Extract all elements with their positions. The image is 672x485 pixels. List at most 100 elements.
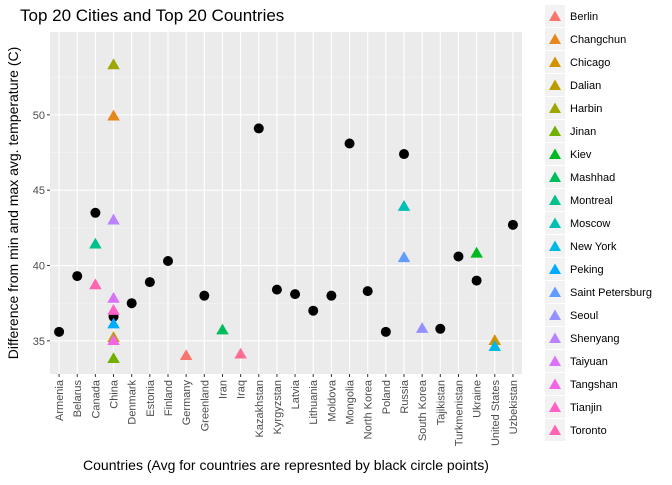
legend-marker (549, 424, 561, 435)
country-average-point (144, 277, 155, 288)
x-axis-label: Countries (Avg for countries are represn… (83, 457, 489, 473)
x-tick-label: Ukraine (472, 380, 484, 418)
x-axis: Armenia Belarus Canada China Denmark Estonia F… (54, 374, 520, 446)
legend-label: Toronto (570, 425, 607, 437)
legend-label: Mashhad (570, 172, 615, 184)
city-point (488, 340, 502, 351)
city-point (470, 246, 483, 258)
country-average-point (344, 138, 355, 149)
city-point (107, 291, 120, 303)
legend-marker (549, 79, 561, 90)
x-tick-label: Greenland (199, 380, 211, 431)
x-tick-label: Uzbekistan (508, 380, 520, 434)
y-axis-label: Difference from min and max avg. tempera… (5, 47, 21, 360)
city-point (488, 334, 502, 345)
legend-marker (549, 286, 561, 297)
x-tick-label: China (109, 379, 121, 409)
x-tick-label: Iraq (236, 380, 248, 399)
x-tick-label: South Korea (417, 379, 429, 441)
legend-marker (549, 401, 561, 412)
x-tick-label: Armenia (54, 379, 66, 421)
x-tick-label: Kyrgyzstan (272, 380, 284, 434)
data-points (54, 58, 518, 364)
legend-label: Seoul (570, 310, 598, 322)
country-average-point (90, 207, 101, 218)
legend-label: Dalian (570, 80, 601, 92)
country-average-point (308, 305, 319, 316)
legend-marker (549, 240, 561, 251)
x-tick-label: Mongolia (345, 379, 357, 425)
country-average-point (72, 271, 83, 282)
y-tick-label: 50 (33, 110, 45, 122)
legend-marker (549, 148, 561, 159)
x-tick-label: North Korea (363, 379, 375, 439)
legend-label: Taiyuan (570, 356, 608, 368)
country-average-point (271, 284, 282, 295)
x-tick-label: Tajikistan (435, 380, 447, 425)
legend-label: Jinan (570, 126, 596, 138)
x-tick-label: Lithuania (308, 379, 320, 425)
legend-marker (549, 171, 561, 182)
country-average-point (435, 323, 446, 334)
legend-label: Saint Petersburg (570, 287, 652, 299)
chart-title: Top 20 Cities and Top 20 Countries (20, 6, 284, 25)
city-point (234, 347, 247, 359)
legend-label: Peking (570, 264, 604, 276)
x-tick-label: Poland (381, 380, 393, 414)
legend-marker (549, 217, 561, 228)
legend-label: Changchun (570, 34, 626, 46)
city-point (107, 58, 120, 70)
x-tick-label: Germany (181, 380, 193, 426)
y-tick-label: 40 (33, 261, 45, 273)
legend-label: Tangshan (570, 379, 618, 391)
country-average-point (399, 149, 409, 160)
city-point (216, 323, 229, 335)
legend-marker (549, 102, 561, 113)
country-average-point (326, 290, 337, 301)
x-tick-label: Canada (90, 379, 102, 418)
city-point (179, 349, 193, 361)
city-point (107, 352, 120, 364)
country-average-point (54, 326, 65, 337)
plot-panel (50, 32, 522, 374)
x-tick-label: Iran (217, 380, 229, 399)
city-point (397, 200, 411, 211)
country-average-point (126, 298, 137, 309)
legend: Berlin Changchun Chicago Dalian Harbin Jinan K… (545, 5, 652, 441)
x-tick-label: United States (490, 380, 502, 447)
country-average-point (290, 289, 301, 300)
city-point (107, 334, 120, 345)
x-tick-label: Latvia (290, 379, 302, 409)
city-point (107, 304, 120, 315)
legend-marker (549, 194, 561, 205)
y-axis: 35 40 45 50 (33, 110, 50, 348)
city-point (107, 213, 120, 225)
legend-marker (549, 309, 561, 320)
city-point (107, 109, 120, 121)
legend-label: Chicago (570, 57, 610, 69)
x-tick-label: Turkmenistan (453, 380, 465, 446)
legend-label: Shenyang (570, 333, 620, 345)
legend-marker (549, 56, 561, 67)
city-point (415, 322, 429, 333)
x-tick-label: Estonia (145, 379, 157, 417)
legend-marker (549, 332, 561, 343)
y-tick-label: 35 (33, 336, 45, 348)
x-tick-label: Kazakhstan (254, 380, 266, 437)
legend-label: Harbin (570, 103, 602, 115)
country-average-point (471, 275, 482, 286)
legend-marker (549, 33, 561, 44)
city-point (107, 317, 120, 329)
legend-label: Berlin (570, 11, 598, 23)
x-tick-label: Finland (163, 380, 175, 416)
grid-lines (50, 32, 522, 374)
legend-label: Kiev (570, 149, 592, 161)
country-average-point (163, 256, 173, 267)
country-average-point (362, 286, 373, 297)
legend-label: Moscow (570, 218, 610, 230)
legend-marker (549, 10, 561, 21)
x-tick-label: Denmark (127, 380, 139, 425)
city-point (89, 237, 102, 249)
